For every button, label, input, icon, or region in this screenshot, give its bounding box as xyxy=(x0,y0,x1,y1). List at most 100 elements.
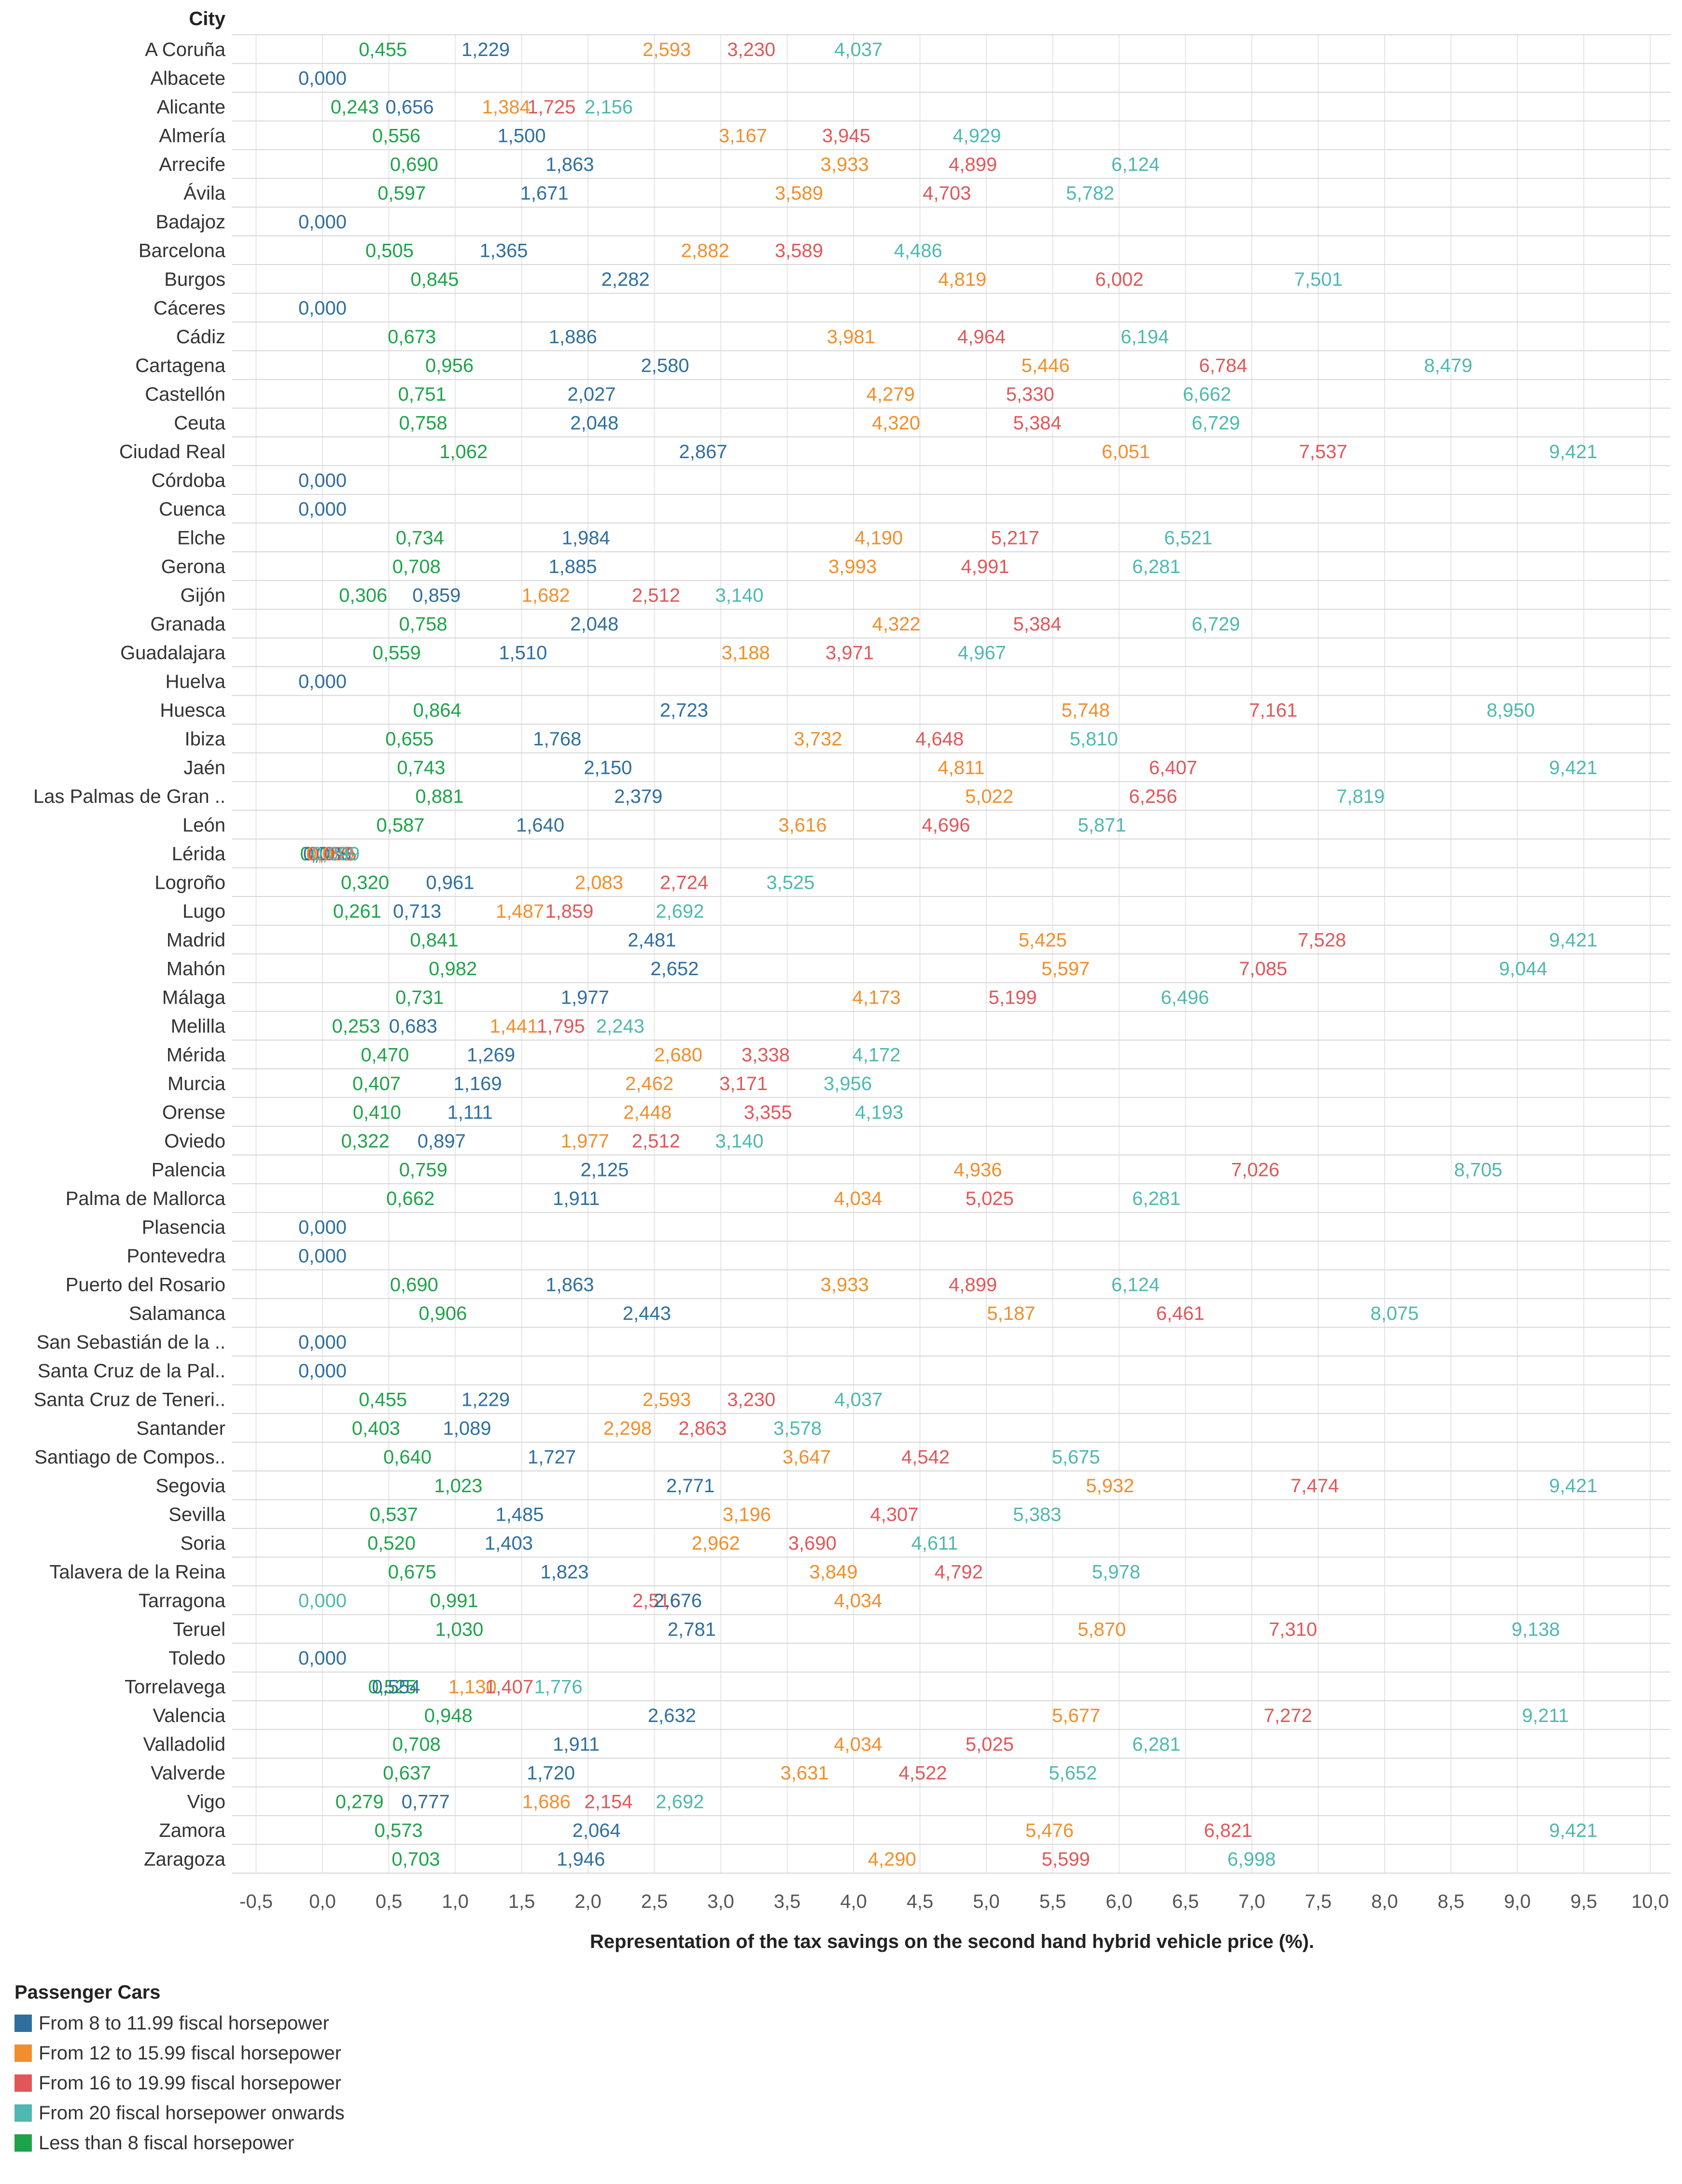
city-label: Valladolid xyxy=(143,1734,226,1755)
value-label-s12: 4,034 xyxy=(834,1590,882,1611)
value-label-s0: 0,982 xyxy=(429,958,477,980)
value-label-s0: 0,261 xyxy=(333,901,381,922)
value-label-s20: 1,776 xyxy=(534,1676,582,1697)
city-label: Huelva xyxy=(165,671,225,692)
legend-label: Less than 8 fiscal horsepower xyxy=(39,2132,294,2154)
value-label-s8: 0,777 xyxy=(402,1791,450,1812)
value-label-s8: 1,269 xyxy=(467,1044,515,1065)
value-label-s0: 0,734 xyxy=(396,527,444,548)
value-label-s16: 7,528 xyxy=(1298,929,1346,951)
value-label-s20: 6,496 xyxy=(1161,987,1209,1008)
value-label-s16: 2,863 xyxy=(678,1418,727,1439)
city-row: Málaga 0,731 1,977 4,173 5,199 6,496 xyxy=(162,982,1670,1008)
city-row: Sevilla 0,537 1,485 3,196 4,307 5,383 xyxy=(168,1499,1670,1525)
city-label: Cuenca xyxy=(159,499,226,520)
value-label-s12: 5,446 xyxy=(1022,355,1070,376)
city-row: Zamora 0,573 2,064 5,476 6,821 9,421 xyxy=(159,1815,1670,1841)
value-label-s16: 5,025 xyxy=(966,1188,1014,1209)
value-label-s20: 6,124 xyxy=(1111,154,1160,175)
city-row: Huesca 0,864 2,723 5,748 7,161 8,950 xyxy=(160,695,1670,721)
city-row: Vigo 0,279 0,777 1,686 2,154 2,692 xyxy=(187,1786,1670,1812)
city-label: Gijón xyxy=(181,585,225,606)
value-label-s8: 2,150 xyxy=(584,757,632,778)
value-label-s8: 1,720 xyxy=(527,1763,575,1784)
value-label-s8: 1,229 xyxy=(462,1389,510,1410)
value-label-s8: 1,640 xyxy=(516,814,564,836)
value-label-s0: 0,690 xyxy=(390,154,438,175)
city-row: Valladolid 0,708 1,911 4,034 5,025 6,281 xyxy=(143,1729,1670,1755)
value-label-s12: 2,680 xyxy=(654,1044,702,1065)
value-label-s16: 1,859 xyxy=(545,901,593,922)
value-label-s8: 1,768 xyxy=(533,728,581,750)
city-label: Sevilla xyxy=(168,1504,226,1525)
city-label: Zaragoza xyxy=(144,1848,226,1870)
value-label-s16: 1,795 xyxy=(537,1016,585,1037)
value-label-s12: 2,593 xyxy=(643,39,691,60)
city-row: Arrecife 0,690 1,863 3,933 4,899 6,124 xyxy=(159,149,1670,175)
x-tick-label: 9,5 xyxy=(1570,1891,1598,1912)
city-row: Plasencia 0,000 xyxy=(142,1212,1670,1238)
value-label-s8: 1,946 xyxy=(557,1848,605,1870)
x-tick-label: 2,0 xyxy=(575,1891,602,1912)
value-label-s20: 6,521 xyxy=(1164,527,1212,548)
x-tick-label: 10,0 xyxy=(1631,1891,1669,1912)
city-label: Vigo xyxy=(187,1791,225,1812)
value-label-s0: 0,751 xyxy=(398,384,446,405)
value-label-s0: 0,956 xyxy=(425,355,474,376)
city-label: Santa Cruz de Teneri.. xyxy=(34,1389,225,1410)
value-label-s8: 1,111 xyxy=(447,1102,492,1123)
city-label: Santa Cruz de la Pal.. xyxy=(38,1360,225,1382)
city-row: Santa Cruz de Teneri.. 0,455 1,229 2,593 3,2… xyxy=(34,1384,1670,1410)
value-label-s8: 2,723 xyxy=(660,700,708,721)
legend-swatch xyxy=(14,2015,32,2032)
value-label-s8: 0,000 xyxy=(298,1217,347,1238)
value-label-s0: 0,841 xyxy=(410,929,458,951)
value-label-s8: 0,000 xyxy=(298,1331,347,1353)
city-label: A Coruña xyxy=(145,39,226,60)
value-label-s20: 6,124 xyxy=(1111,1274,1160,1295)
value-label-s20: 2,692 xyxy=(656,901,704,922)
legend-label: From 16 to 19.99 fiscal horsepower xyxy=(39,2072,341,2094)
value-label-s0: 0,520 xyxy=(367,1533,416,1554)
value-label-s16: 6,407 xyxy=(1149,757,1197,778)
x-tick-label: 3,0 xyxy=(707,1891,734,1912)
city-label: Pontevedra xyxy=(126,1246,225,1267)
value-label-s12: 1,441 xyxy=(490,1016,538,1037)
value-label-s8: 0,000 xyxy=(298,470,347,491)
city-label: Orense xyxy=(162,1102,225,1123)
value-label-s16: 4,964 xyxy=(957,326,1006,348)
city-label: Burgos xyxy=(164,269,225,290)
value-label-s12: 3,196 xyxy=(723,1504,771,1525)
value-label-s8: 2,379 xyxy=(614,786,662,807)
city-label: Palencia xyxy=(152,1159,226,1180)
city-row: Lugo 0,261 0,713 1,487 1,859 2,692 xyxy=(182,896,1670,922)
city-label: San Sebastián de la .. xyxy=(37,1331,225,1353)
city-row: Burgos 0,845 2,282 4,819 6,002 7,501 xyxy=(164,264,1670,290)
value-label-s16: 2,512 xyxy=(632,1131,680,1152)
value-label-s16: 6,461 xyxy=(1156,1303,1205,1324)
value-label-s8: 1,500 xyxy=(497,125,546,146)
value-label-s20: 8,950 xyxy=(1486,700,1535,721)
value-label-s8: 1,403 xyxy=(485,1533,533,1554)
value-label-s12: 3,933 xyxy=(821,1274,869,1295)
city-row: Oviedo 0,322 0,897 1,977 2,512 3,140 xyxy=(164,1126,1670,1152)
value-label-s12: 5,476 xyxy=(1025,1820,1074,1841)
x-tick-label: 8,0 xyxy=(1371,1891,1398,1912)
city-label: Ciudad Real xyxy=(119,441,225,462)
city-label: Puerto del Rosario xyxy=(66,1274,225,1295)
city-label: Jaén xyxy=(183,757,225,778)
city-row: Badajoz 0,000 xyxy=(155,207,1670,233)
city-row: Puerto del Rosario 0,690 1,863 3,933 4,899 6,… xyxy=(66,1269,1670,1295)
value-label-s8: 0,683 xyxy=(389,1016,437,1037)
value-label-s8: 2,048 xyxy=(570,614,618,635)
legend-item: From 12 to 15.99 fiscal horsepower xyxy=(14,2038,345,2068)
city-row: Santiago de Compos.. 0,640 1,727 3,647 4,542… xyxy=(34,1442,1670,1468)
value-label-s0: 0,559 xyxy=(373,642,421,663)
value-label-s12: 3,849 xyxy=(809,1561,857,1582)
city-label: Albacete xyxy=(150,68,225,89)
value-label-s8: 1,977 xyxy=(561,987,609,1008)
city-label: Murcia xyxy=(168,1073,226,1094)
value-label-s8: 2,781 xyxy=(668,1619,716,1640)
